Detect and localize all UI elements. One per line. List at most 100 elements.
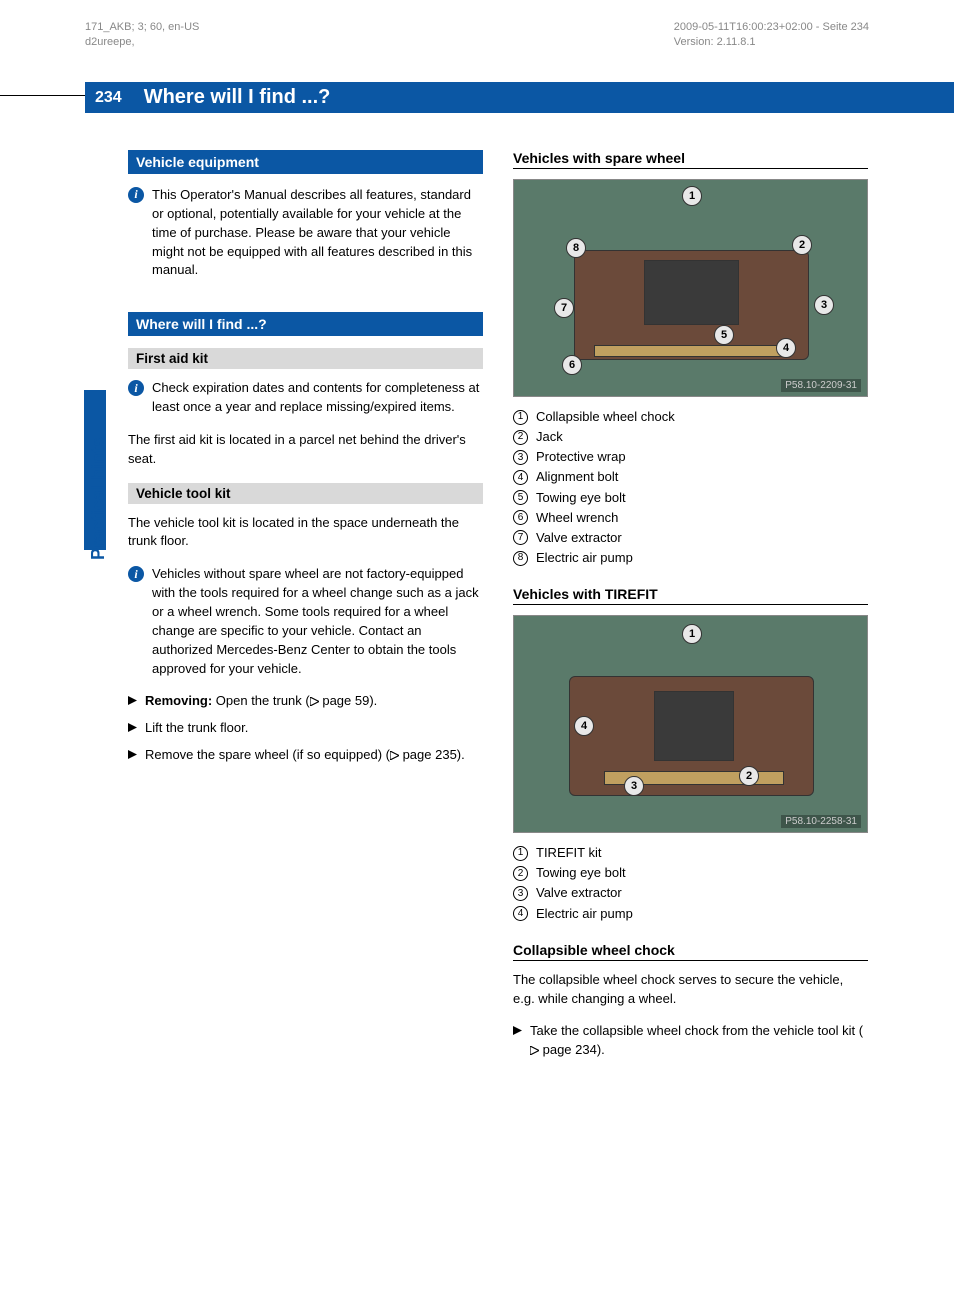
info-block-first-aid: i Check expiration dates and contents fo… [128, 379, 483, 417]
xref-page: page 234). [539, 1042, 605, 1057]
heading-chock: Collapsible wheel chock [513, 942, 868, 961]
circled-number-icon: 8 [513, 551, 528, 566]
circled-number-icon: 4 [513, 906, 528, 921]
step-text: Lift the trunk floor. [145, 719, 248, 738]
circled-number-icon: 5 [513, 490, 528, 505]
legend-label: Jack [536, 427, 563, 447]
step-rest: Take the collapsible wheel chock from th… [530, 1023, 863, 1038]
diagram-spare-wheel: 1 2 3 4 5 6 7 8 P58.10-2209-31 [513, 179, 868, 397]
content: Vehicle equipment i This Operator's Manu… [128, 150, 868, 1068]
legend-tirefit: 1 TIREFIT kit 2 Towing eye bolt 3 Valve ext… [513, 843, 868, 924]
step-text: Removing: Open the trunk ( page 59). [145, 692, 377, 711]
left-column: Vehicle equipment i This Operator's Manu… [128, 150, 483, 1068]
circled-number-icon: 6 [513, 510, 528, 525]
info-text: Vehicles without spare wheel are not fac… [152, 565, 483, 678]
sub-first-aid: First aid kit [128, 348, 483, 369]
meta-right: 2009-05-11T16:00:23+02:00 - Seite 234 Ve… [674, 20, 869, 51]
xref: page 234). [530, 1042, 605, 1057]
page-title: Where will I find ...? [132, 82, 954, 113]
legend-item: 4 Alignment bolt [513, 467, 868, 487]
meta-left-2: d2ureepe, [85, 35, 199, 50]
legend-label: Wheel wrench [536, 508, 618, 528]
circled-number-icon: 1 [513, 410, 528, 425]
step-item: Removing: Open the trunk ( page 59). [128, 692, 483, 711]
legend-label: Alignment bolt [536, 467, 618, 487]
info-text: Check expiration dates and contents for … [152, 379, 483, 417]
info-block-tool-kit: i Vehicles without spare wheel are not f… [128, 565, 483, 678]
info-text: This Operator's Manual describes all fea… [152, 186, 483, 280]
legend-label: Electric air pump [536, 904, 633, 924]
legend-item: 8 Electric air pump [513, 548, 868, 568]
legend-label: Electric air pump [536, 548, 633, 568]
info-icon: i [128, 566, 144, 582]
meta-left: 171_AKB; 3; 60, en-US d2ureepe, [85, 20, 199, 51]
legend-label: TIREFIT kit [536, 843, 601, 863]
circled-number-icon: 7 [513, 530, 528, 545]
circled-number-icon: 3 [513, 886, 528, 901]
diagram-tirefit: 1 2 3 4 P58.10-2258-31 [513, 615, 868, 833]
section-vehicle-equipment: Vehicle equipment [128, 150, 483, 174]
legend-item: 4 Electric air pump [513, 904, 868, 924]
legend-label: Towing eye bolt [536, 863, 626, 883]
legend-label: Collapsible wheel chock [536, 407, 675, 427]
legend-item: 1 Collapsible wheel chock [513, 407, 868, 427]
page-header: 234 Where will I find ...? [85, 82, 954, 113]
legend-item: 3 Protective wrap [513, 447, 868, 467]
circled-number-icon: 1 [513, 846, 528, 861]
legend-item: 2 Towing eye bolt [513, 863, 868, 883]
step-item: Lift the trunk floor. [128, 719, 483, 738]
xref: page 235). [390, 747, 465, 762]
legend-item: 1 TIREFIT kit [513, 843, 868, 863]
legend-label: Valve extractor [536, 883, 622, 903]
legend-label: Protective wrap [536, 447, 626, 467]
meta-right-2: Version: 2.11.8.1 [674, 35, 869, 50]
xref-page: page 235). [399, 747, 465, 762]
meta-header: 171_AKB; 3; 60, en-US d2ureepe, 2009-05-… [0, 0, 954, 61]
circled-number-icon: 2 [513, 430, 528, 445]
legend-spare: 1 Collapsible wheel chock 2 Jack 3 Protecti… [513, 407, 868, 568]
diagram-caption: P58.10-2209-31 [781, 379, 861, 392]
xref: page 59). [310, 693, 378, 708]
triangle-icon [128, 750, 137, 759]
step-list: Removing: Open the trunk ( page 59). Lif… [128, 692, 483, 765]
diagram-caption: P58.10-2258-31 [781, 815, 861, 828]
chock-step-list: Take the collapsible wheel chock from th… [513, 1022, 868, 1060]
info-block-equipment: i This Operator's Manual describes all f… [128, 186, 483, 280]
legend-label: Valve extractor [536, 528, 622, 548]
legend-item: 5 Towing eye bolt [513, 488, 868, 508]
step-text: Remove the spare wheel (if so equipped) … [145, 746, 465, 765]
xref-page: page 59). [319, 693, 378, 708]
xref-triangle-icon [310, 697, 319, 706]
circled-number-icon: 3 [513, 450, 528, 465]
meta-left-1: 171_AKB; 3; 60, en-US [85, 20, 199, 35]
step-bold: Removing: [145, 693, 212, 708]
legend-item: 3 Valve extractor [513, 883, 868, 903]
step-item: Take the collapsible wheel chock from th… [513, 1022, 868, 1060]
chock-para: The collapsible wheel chock serves to se… [513, 971, 868, 1009]
side-label: Practical hints [88, 437, 109, 560]
info-icon: i [128, 187, 144, 203]
xref-triangle-icon [390, 751, 399, 760]
triangle-icon [513, 1026, 522, 1035]
legend-item: 7 Valve extractor [513, 528, 868, 548]
meta-right-1: 2009-05-11T16:00:23+02:00 - Seite 234 [674, 20, 869, 35]
right-column: Vehicles with spare wheel 1 2 3 4 5 6 7 … [513, 150, 868, 1068]
step-rest: Open the trunk ( [212, 693, 310, 708]
step-text: Take the collapsible wheel chock from th… [530, 1022, 868, 1060]
triangle-icon [128, 723, 137, 732]
tool-kit-para: The vehicle tool kit is located in the s… [128, 514, 483, 552]
circled-number-icon: 2 [513, 866, 528, 881]
sub-tool-kit: Vehicle tool kit [128, 483, 483, 504]
section-where-find: Where will I find ...? [128, 312, 483, 336]
page-number: 234 [85, 82, 132, 113]
triangle-icon [128, 696, 137, 705]
heading-tirefit: Vehicles with TIREFIT [513, 586, 868, 605]
step-item: Remove the spare wheel (if so equipped) … [128, 746, 483, 765]
first-aid-para: The first aid kit is located in a parcel… [128, 431, 483, 469]
legend-label: Towing eye bolt [536, 488, 626, 508]
heading-spare-wheel: Vehicles with spare wheel [513, 150, 868, 169]
circled-number-icon: 4 [513, 470, 528, 485]
step-rest: Remove the spare wheel (if so equipped) … [145, 747, 390, 762]
xref-triangle-icon [530, 1046, 539, 1055]
legend-item: 2 Jack [513, 427, 868, 447]
